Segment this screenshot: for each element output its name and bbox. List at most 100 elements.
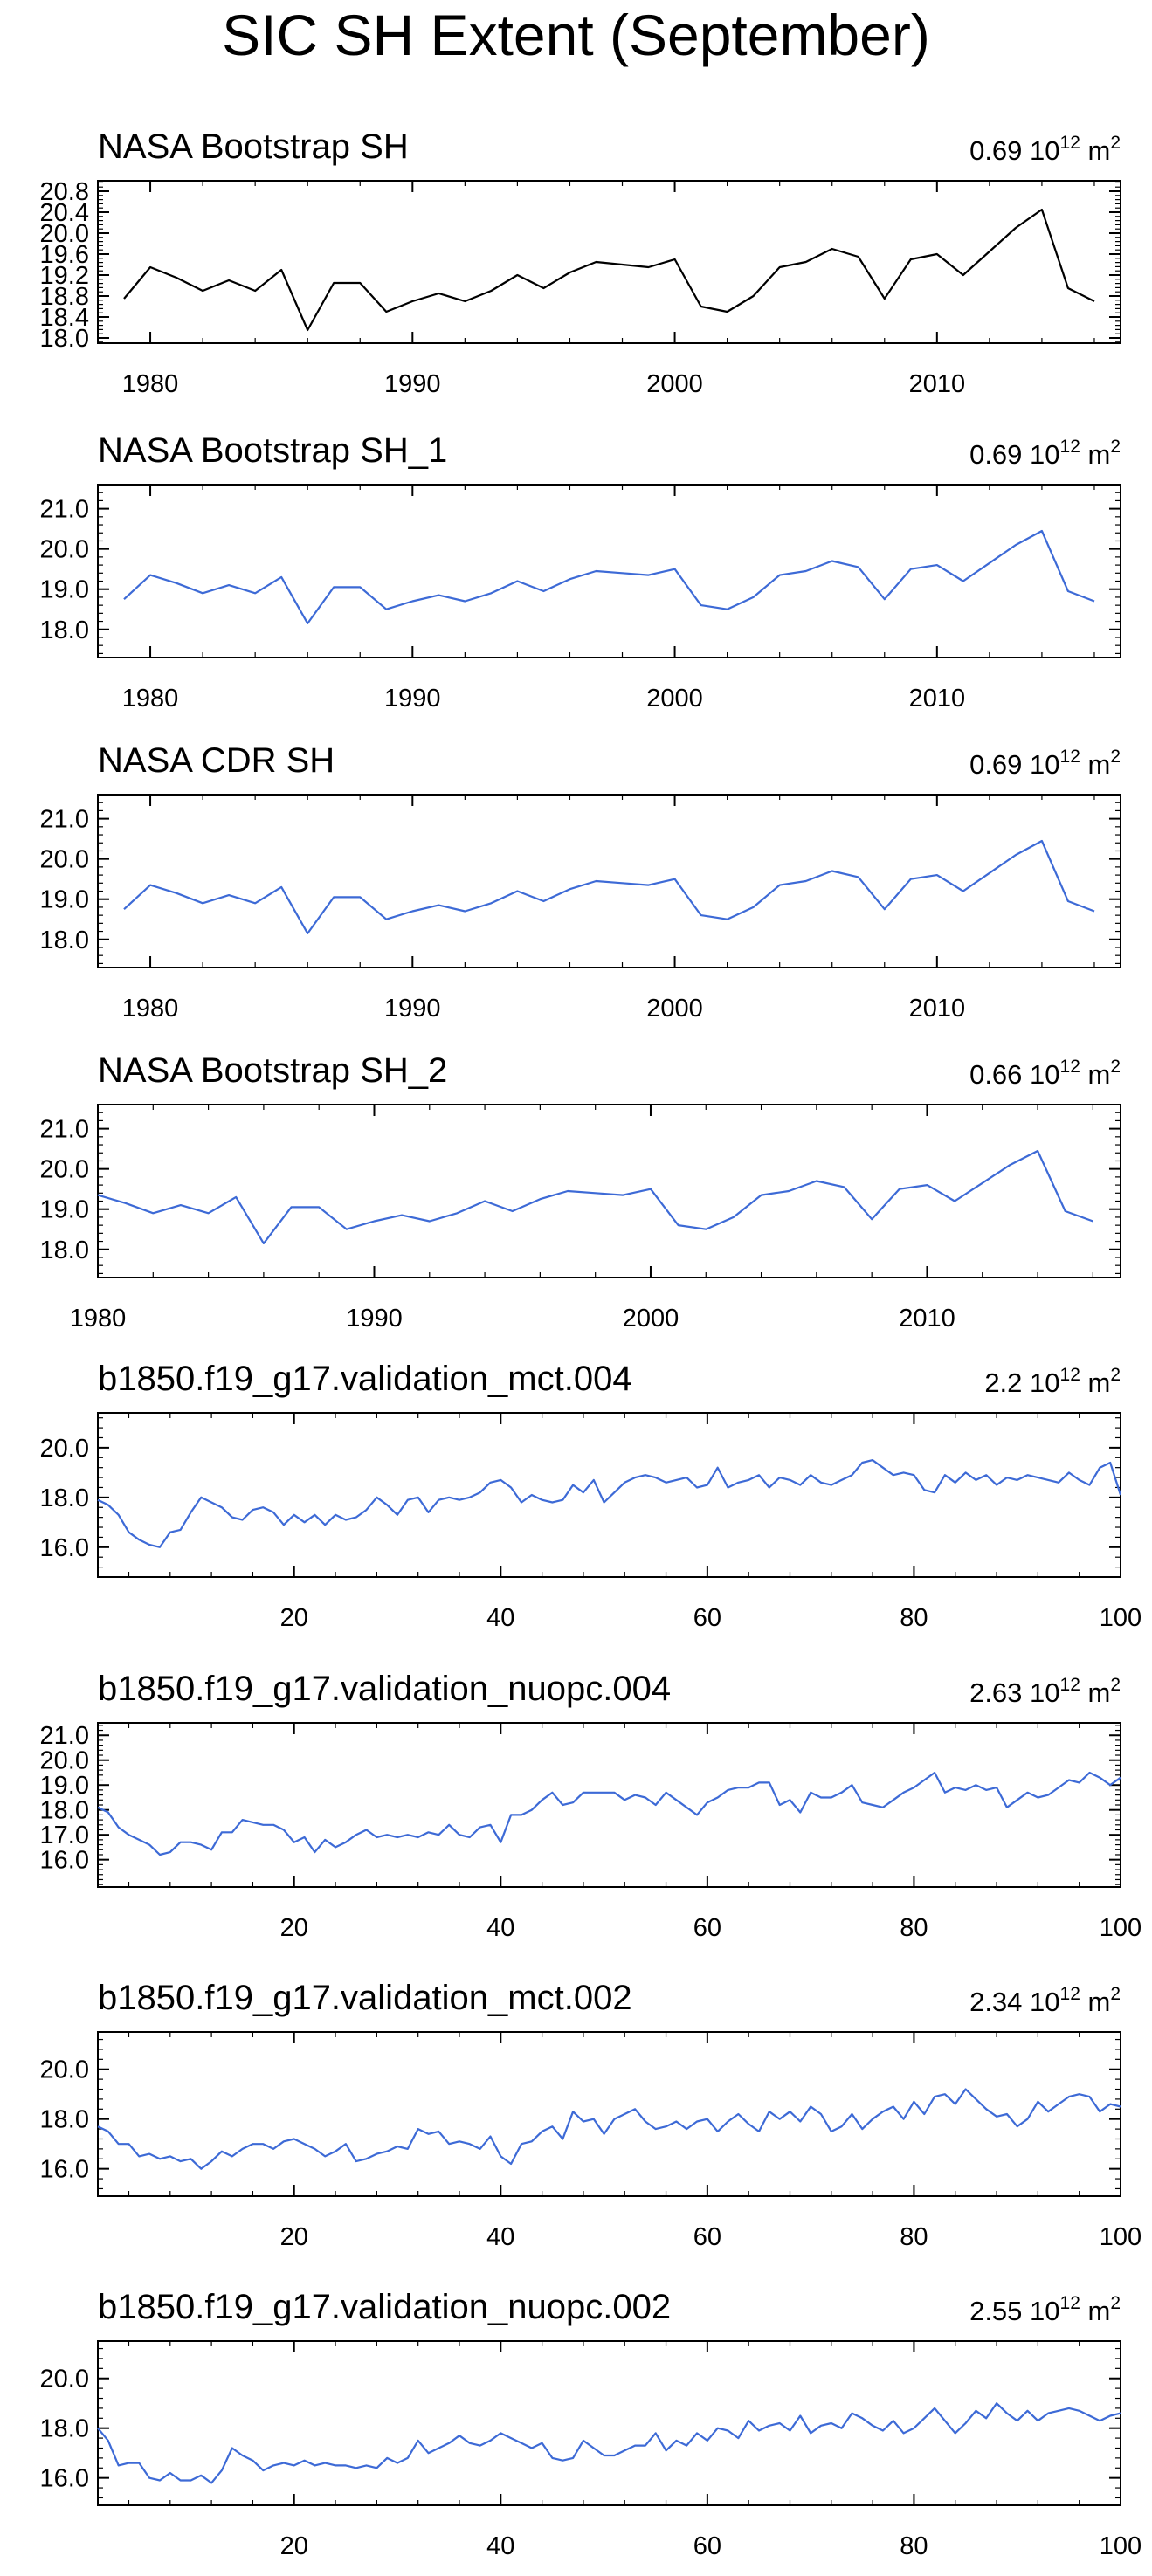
std-annotation: 0.69 1012 m2 (969, 437, 1121, 470)
y-tick-label: 21.0 (40, 806, 89, 834)
y-tick-label: 18.0 (40, 926, 89, 954)
x-tick-label: 1990 (346, 1305, 403, 1333)
x-tick-label: 2010 (909, 995, 966, 1023)
y-tick-label: 18.0 (40, 2415, 89, 2443)
x-tick-label: 80 (900, 1914, 928, 1942)
y-tick-label: 19.2 (40, 262, 89, 290)
panel-title: NASA Bootstrap SH_1 (98, 431, 447, 470)
std-annotation: 0.66 1012 m2 (969, 1057, 1121, 1090)
chart-panel-4: NASA Bootstrap SH_2 0.66 1012 m2 18.0 19.0 2… (40, 1051, 1121, 1333)
y-tick-label: 20.0 (40, 1747, 89, 1775)
plot-frame (97, 1722, 1121, 1888)
std-annotation: 2.55 1012 m2 (969, 2293, 1121, 2326)
x-tick-label: 80 (900, 2223, 928, 2251)
y-tick-label: 21.0 (40, 496, 89, 524)
series-line (97, 1458, 1122, 1548)
std-annotation: 2.63 1012 m2 (969, 1675, 1121, 1708)
y-tick-label: 20.4 (40, 199, 89, 227)
x-tick-label: 1990 (384, 370, 441, 398)
y-tick-label: 19.6 (40, 241, 89, 269)
y-tick-label: 19.0 (40, 886, 89, 914)
std-annotation: 2.2 1012 m2 (984, 1365, 1121, 1398)
chart-panel-3: NASA CDR SH 0.69 1012 m2 18.0 19.0 20.0 21.0 1… (40, 741, 1121, 1023)
x-tick-label: 60 (693, 2223, 721, 2251)
x-tick-label: 100 (1100, 1914, 1142, 1942)
x-tick-label: 60 (693, 2532, 721, 2560)
x-tick-label: 100 (1100, 2223, 1142, 2251)
x-tick-label: 1990 (384, 995, 441, 1023)
x-tick-label: 1980 (122, 370, 179, 398)
x-tick-label: 20 (280, 1604, 308, 1632)
panel-title: NASA CDR SH (98, 741, 335, 780)
y-tick-label: 21.0 (40, 1116, 89, 1144)
plot-frame (97, 2340, 1121, 2506)
std-annotation: 2.34 1012 m2 (969, 1984, 1121, 2017)
x-tick-label: 1980 (122, 995, 179, 1023)
x-tick-label: 2010 (899, 1305, 955, 1333)
plot-frame (97, 2031, 1121, 2197)
x-tick-label: 80 (900, 1604, 928, 1632)
y-tick-label: 18.0 (40, 616, 89, 644)
panel-title: b1850.f19_g17.validation_nuopc.002 (98, 2288, 671, 2326)
plot-frame (97, 1412, 1121, 1578)
chart-panel-5: b1850.f19_g17.validation_mct.004 2.2 1012… (40, 1360, 1142, 1632)
x-tick-label: 40 (486, 1604, 514, 1632)
y-tick-label: 20.0 (40, 2366, 89, 2393)
x-tick-label: 40 (486, 2223, 514, 2251)
y-tick-label: 20.0 (40, 536, 89, 564)
y-tick-label: 19.0 (40, 1196, 89, 1224)
y-tick-label: 16.0 (40, 1847, 89, 1875)
series-line (97, 1771, 1121, 1856)
x-tick-label: 20 (280, 1914, 308, 1942)
x-tick-label: 2000 (646, 995, 703, 1023)
x-tick-label: 2010 (909, 685, 966, 713)
y-tick-label: 18.0 (40, 325, 89, 353)
series-line (123, 529, 1095, 625)
x-tick-label: 2000 (646, 370, 703, 398)
x-tick-label: 2010 (909, 370, 966, 398)
chart-panel-7: b1850.f19_g17.validation_mct.002 2.34 101… (40, 1979, 1142, 2251)
y-tick-label: 16.0 (40, 2156, 89, 2184)
chart-panel-8: b1850.f19_g17.validation_nuopc.002 2.55 1… (40, 2288, 1142, 2560)
std-annotation: 0.69 1012 m2 (969, 133, 1121, 166)
plot-frame (97, 180, 1121, 344)
x-tick-label: 2000 (623, 1305, 679, 1333)
x-tick-label: 20 (280, 2223, 308, 2251)
y-tick-label: 20.8 (40, 178, 89, 206)
panel-title: NASA Bootstrap SH_2 (98, 1051, 447, 1090)
series-line (123, 208, 1095, 332)
x-tick-label: 100 (1100, 2532, 1142, 2560)
y-tick-label: 18.0 (40, 1484, 89, 1512)
y-tick-label: 20.0 (40, 846, 89, 874)
plot-frame (97, 794, 1121, 968)
std-annotation: 0.69 1012 m2 (969, 747, 1121, 780)
x-tick-label: 60 (693, 1604, 721, 1632)
series-line (97, 2088, 1121, 2170)
series-line (97, 2402, 1121, 2484)
y-tick-label: 18.8 (40, 283, 89, 311)
y-tick-label: 20.0 (40, 1435, 89, 1463)
x-tick-label: 2000 (646, 685, 703, 713)
y-tick-label: 16.0 (40, 1534, 89, 1562)
panel-title: NASA Bootstrap SH (98, 127, 409, 166)
y-tick-label: 18.0 (40, 1797, 89, 1825)
x-tick-label: 60 (693, 1914, 721, 1942)
chart-panel-2: NASA Bootstrap SH_1 0.69 1012 m2 18.0 19.0 2… (40, 431, 1121, 713)
panel-title: b1850.f19_g17.validation_mct.004 (98, 1360, 632, 1398)
x-tick-label: 80 (900, 2532, 928, 2560)
y-tick-label: 18.0 (40, 1236, 89, 1264)
y-tick-label: 21.0 (40, 1722, 89, 1750)
panel-title: b1850.f19_g17.validation_mct.002 (98, 1979, 632, 2017)
figure-title: SIC SH Extent (September) (222, 3, 930, 67)
y-tick-label: 17.0 (40, 1822, 89, 1849)
y-tick-label: 19.0 (40, 1772, 89, 1800)
x-tick-label: 40 (486, 2532, 514, 2560)
y-tick-label: 16.0 (40, 2465, 89, 2493)
series-line (123, 839, 1095, 935)
y-tick-label: 19.0 (40, 576, 89, 604)
y-tick-label: 20.0 (40, 1156, 89, 1184)
x-tick-label: 1980 (122, 685, 179, 713)
x-tick-label: 20 (280, 2532, 308, 2560)
x-tick-label: 100 (1100, 1604, 1142, 1632)
